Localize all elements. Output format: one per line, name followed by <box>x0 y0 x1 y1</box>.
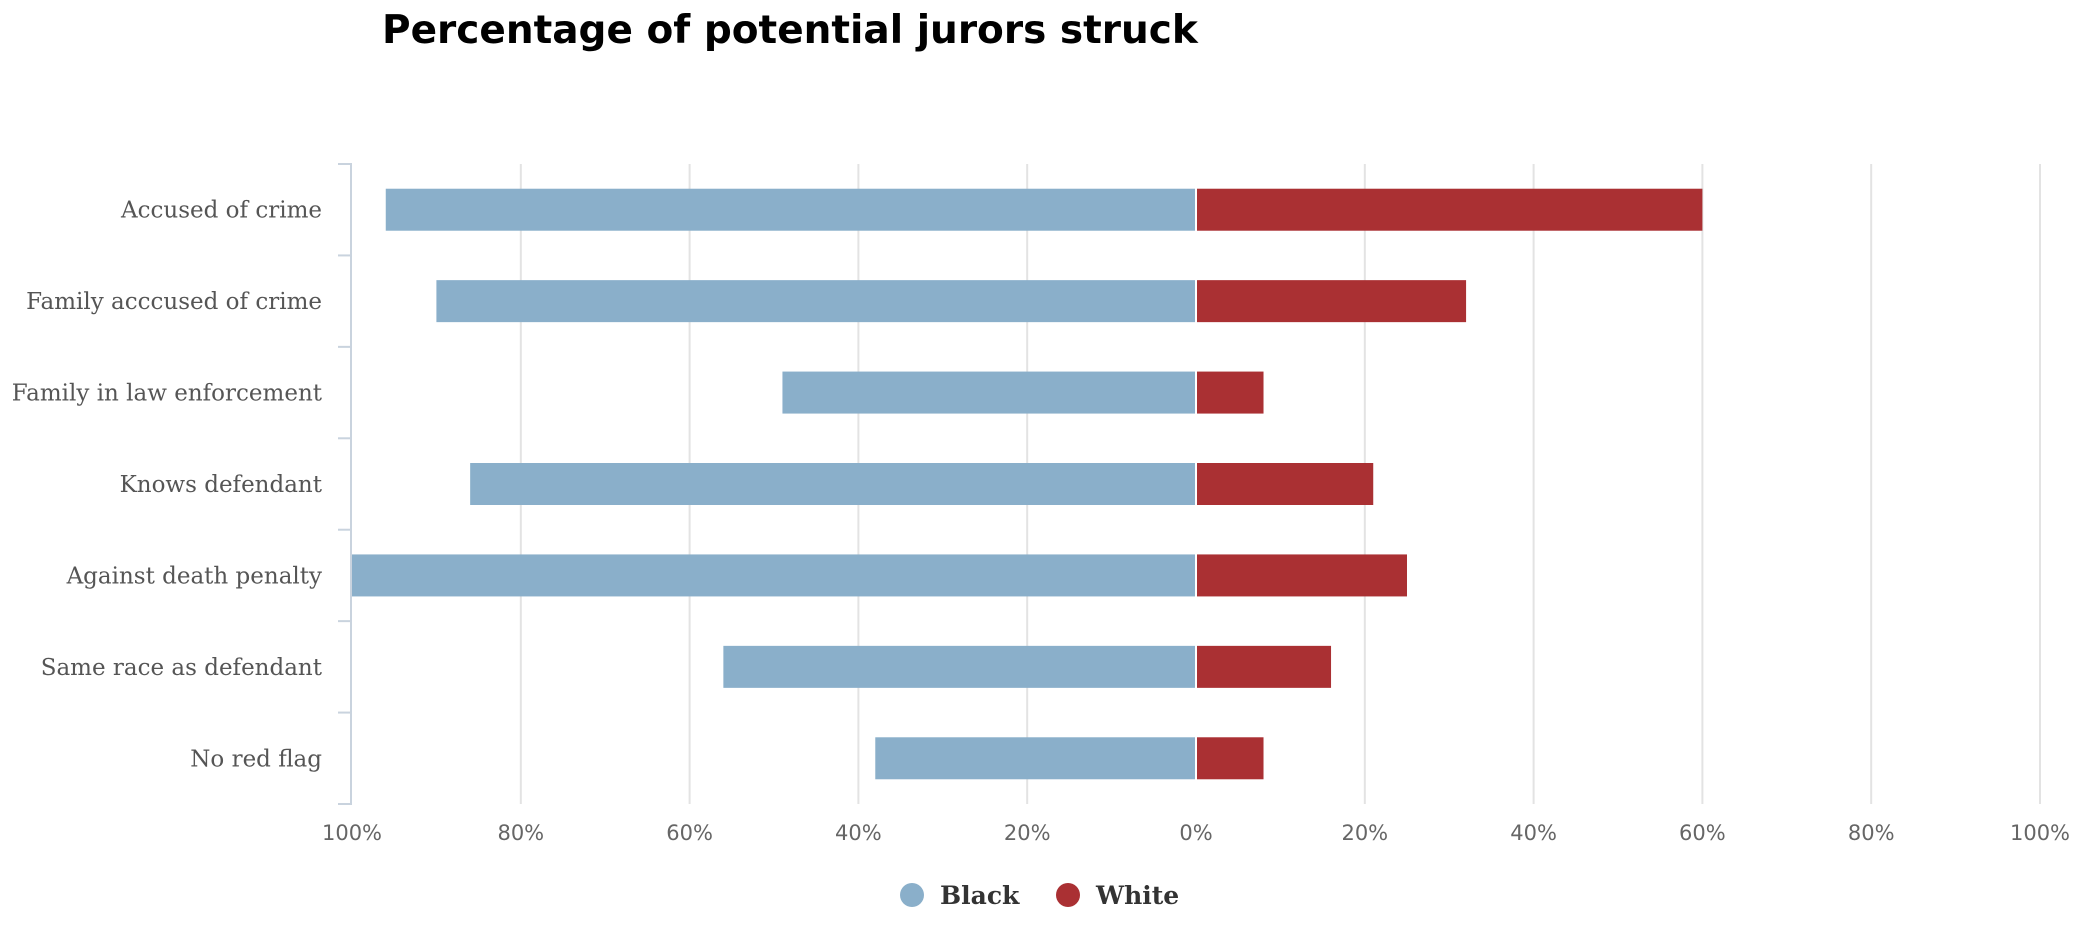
x-tick-label: 40% <box>835 821 882 845</box>
x-tick-label: 60% <box>1679 821 1726 845</box>
legend-item-black[interactable]: Black <box>900 881 1020 910</box>
category-label: Family in law enforcement <box>12 381 323 407</box>
bars <box>352 164 1703 804</box>
bar-black <box>385 188 1196 231</box>
bar-white <box>1196 280 1467 323</box>
bar-black <box>436 280 1196 323</box>
x-tick-label: 20% <box>1341 821 1388 845</box>
bar-black <box>470 463 1196 505</box>
bar-white <box>1196 188 1703 231</box>
x-tick-labels: 100% 80% 60% 40% 20% 0% 20% 40% 60% 80% 100% <box>322 821 2070 845</box>
bar-black <box>875 737 1196 780</box>
category-label: Same race as defendant <box>41 655 323 681</box>
chart-title: Percentage of potential jurors struck <box>382 8 1198 53</box>
category-label: Accused of crime <box>120 198 322 224</box>
category-label: No red flag <box>190 746 322 772</box>
x-tick-label: 80% <box>497 821 544 845</box>
bar-white <box>1196 463 1374 505</box>
legend-swatch <box>900 883 924 907</box>
category-label: Knows defendant <box>120 472 323 498</box>
bar-white <box>1196 554 1407 597</box>
bar-white <box>1196 737 1264 780</box>
bar-white <box>1196 371 1264 414</box>
x-tick-label: 60% <box>666 821 713 845</box>
x-tick-label: 100% <box>322 821 382 845</box>
legend[interactable]: Black White <box>900 881 1179 910</box>
category-label: Against death penalty <box>66 563 322 589</box>
x-tick-label: 100% <box>2010 821 2070 845</box>
legend-swatch <box>1056 883 1080 907</box>
bar-black <box>723 645 1196 688</box>
x-tick-label: 80% <box>1848 821 1895 845</box>
category-label: Family acccused of crime <box>26 289 322 315</box>
x-tick-label: 20% <box>1004 821 1051 845</box>
x-tick-label: 40% <box>1510 821 1557 845</box>
bar-white <box>1196 645 1332 688</box>
bar-black <box>352 554 1196 597</box>
legend-label: White <box>1095 881 1179 910</box>
x-tick-label: 0% <box>1179 821 1212 845</box>
category-axis <box>338 163 352 805</box>
bar-black <box>782 371 1196 414</box>
legend-label: Black <box>940 881 1020 910</box>
category-labels: Accused of crime Family acccused of crime… <box>12 198 323 773</box>
legend-item-white[interactable]: White <box>1056 881 1179 910</box>
